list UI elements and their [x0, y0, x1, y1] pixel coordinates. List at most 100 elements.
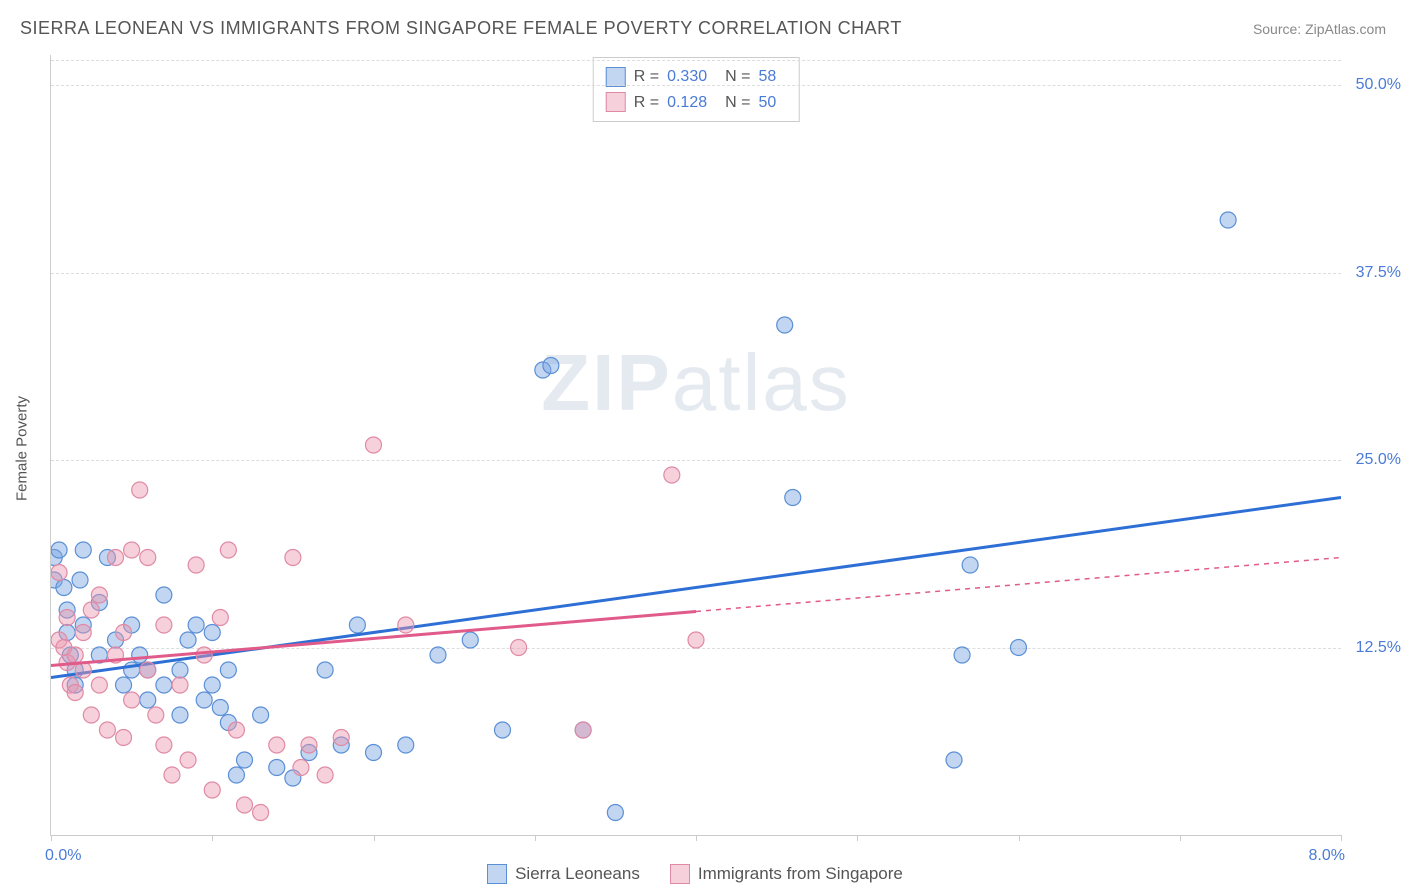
data-point — [67, 647, 83, 663]
data-point — [688, 632, 704, 648]
data-point — [180, 752, 196, 768]
y-tick-label: 37.5% — [1356, 264, 1401, 282]
data-point — [333, 730, 349, 746]
data-point — [269, 760, 285, 776]
data-point — [116, 625, 132, 641]
trend-line-dashed — [696, 558, 1341, 612]
data-point — [172, 677, 188, 693]
data-point — [293, 760, 309, 776]
chart-title: SIERRA LEONEAN VS IMMIGRANTS FROM SINGAP… — [20, 18, 902, 39]
data-point — [1220, 212, 1236, 228]
y-axis-label: Female Poverty — [14, 396, 31, 501]
chart-area: ZIPatlas R = 0.330 N = 58 R = 0.128 N = … — [50, 55, 1340, 835]
data-point — [954, 647, 970, 663]
data-point — [511, 640, 527, 656]
data-point — [237, 797, 253, 813]
data-point — [1011, 640, 1027, 656]
data-point — [188, 617, 204, 633]
data-point — [196, 692, 212, 708]
data-point — [946, 752, 962, 768]
data-point — [220, 662, 236, 678]
data-point — [91, 677, 107, 693]
x-tick — [1180, 835, 1181, 841]
data-point — [132, 482, 148, 498]
data-point — [253, 707, 269, 723]
legend-swatch-1 — [670, 864, 690, 884]
data-point — [269, 737, 285, 753]
data-point — [777, 317, 793, 333]
chart-source: Source: ZipAtlas.com — [1253, 21, 1386, 37]
data-point — [349, 617, 365, 633]
plot-region: ZIPatlas R = 0.330 N = 58 R = 0.128 N = … — [50, 55, 1341, 836]
x-tick — [857, 835, 858, 841]
x-tick — [51, 835, 52, 841]
data-point — [607, 805, 623, 821]
data-point — [220, 542, 236, 558]
data-point — [116, 730, 132, 746]
data-point — [51, 565, 67, 581]
data-point — [99, 722, 115, 738]
legend-swatch-0 — [487, 864, 507, 884]
data-point — [204, 677, 220, 693]
data-point — [430, 647, 446, 663]
data-point — [398, 617, 414, 633]
data-point — [172, 662, 188, 678]
x-tick — [374, 835, 375, 841]
data-point — [228, 722, 244, 738]
data-point — [75, 542, 91, 558]
data-point — [180, 632, 196, 648]
legend-item-1: Immigrants from Singapore — [670, 864, 903, 884]
data-point — [285, 550, 301, 566]
data-point — [212, 610, 228, 626]
legend-label-1: Immigrants from Singapore — [698, 864, 903, 884]
data-point — [228, 767, 244, 783]
bottom-legend: Sierra Leoneans Immigrants from Singapor… — [50, 864, 1340, 884]
data-point — [188, 557, 204, 573]
data-point — [67, 685, 83, 701]
x-tick — [696, 835, 697, 841]
data-point — [785, 490, 801, 506]
data-point — [398, 737, 414, 753]
data-point — [72, 572, 88, 588]
data-point — [495, 722, 511, 738]
data-point — [83, 602, 99, 618]
y-tick-label: 12.5% — [1356, 639, 1401, 657]
data-point — [156, 677, 172, 693]
data-point — [156, 587, 172, 603]
data-point — [237, 752, 253, 768]
data-point — [108, 550, 124, 566]
data-point — [156, 737, 172, 753]
x-tick — [212, 835, 213, 841]
data-point — [56, 580, 72, 596]
y-tick-label: 50.0% — [1356, 76, 1401, 94]
data-point — [91, 587, 107, 603]
data-point — [164, 767, 180, 783]
data-point — [196, 647, 212, 663]
x-tick — [1019, 835, 1020, 841]
scatter-svg — [51, 55, 1341, 835]
x-tick — [535, 835, 536, 841]
legend-item-0: Sierra Leoneans — [487, 864, 640, 884]
data-point — [132, 647, 148, 663]
data-point — [116, 677, 132, 693]
data-point — [140, 550, 156, 566]
data-point — [366, 437, 382, 453]
trend-line — [51, 612, 696, 666]
data-point — [140, 692, 156, 708]
data-point — [148, 707, 164, 723]
legend-label-0: Sierra Leoneans — [515, 864, 640, 884]
data-point — [204, 625, 220, 641]
data-point — [664, 467, 680, 483]
data-point — [59, 610, 75, 626]
data-point — [462, 632, 478, 648]
data-point — [51, 542, 67, 558]
data-point — [156, 617, 172, 633]
data-point — [204, 782, 220, 798]
y-tick-label: 25.0% — [1356, 451, 1401, 469]
chart-header: SIERRA LEONEAN VS IMMIGRANTS FROM SINGAP… — [20, 18, 1386, 39]
data-point — [75, 625, 91, 641]
data-point — [366, 745, 382, 761]
data-point — [83, 707, 99, 723]
data-point — [124, 542, 140, 558]
data-point — [212, 700, 228, 716]
